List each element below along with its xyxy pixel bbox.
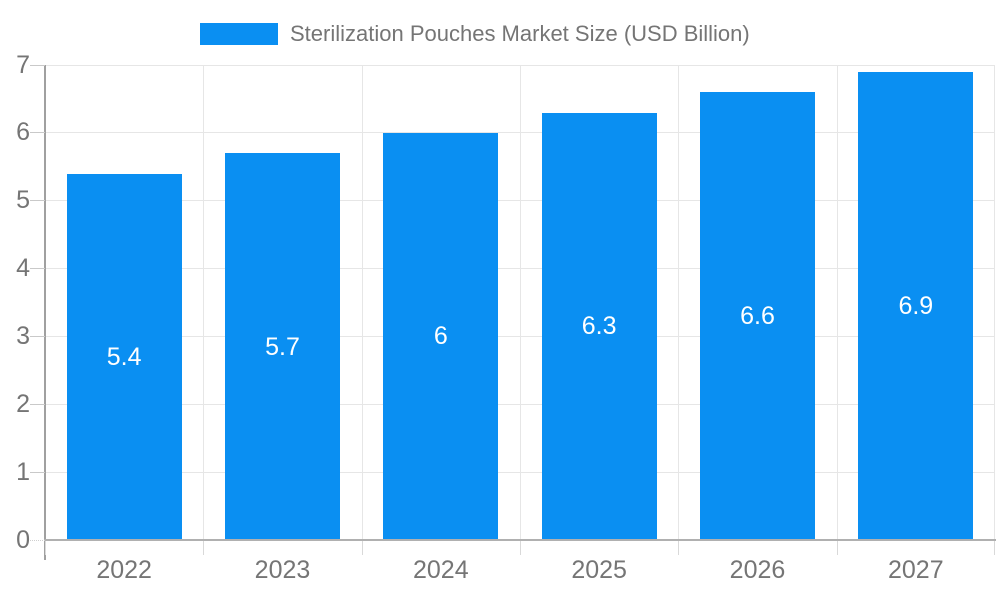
y-tick-label: 0	[16, 525, 30, 554]
x-tick-label: 2026	[729, 556, 786, 584]
gridline-vertical	[678, 65, 680, 540]
bar-2026	[700, 92, 815, 540]
x-axis-tick	[836, 541, 838, 555]
x-tick-label: 2025	[571, 556, 627, 584]
y-axis-tick	[30, 200, 45, 202]
y-tick-label: 1	[16, 457, 30, 486]
bar-2022	[66, 173, 182, 540]
gridline-vertical	[361, 65, 363, 540]
y-axis-tick	[30, 132, 45, 134]
y-axis-tick	[30, 539, 45, 542]
x-axis-line	[44, 539, 996, 541]
legend-label: Sterilization Pouches Market Size (USD B…	[290, 21, 750, 46]
x-tick-label: 2024	[413, 556, 469, 584]
bar-2027	[858, 71, 974, 540]
y-tick-label: 2	[16, 389, 30, 418]
x-axis-tick	[994, 541, 995, 555]
x-axis-tick	[203, 541, 205, 555]
gridline-vertical	[994, 65, 995, 540]
y-axis-tick	[30, 471, 45, 473]
x-axis-tick	[361, 541, 363, 555]
bar-value-label: 6	[433, 322, 448, 351]
bar-2024	[383, 132, 499, 540]
plot-area: 5.4 5.7 6 6.3 6.6 6.9	[45, 64, 995, 540]
x-axis-tick	[678, 541, 680, 555]
gridline-vertical	[836, 65, 838, 540]
x-axis-tick	[45, 541, 46, 555]
bar-value-label: 5.4	[106, 342, 142, 371]
bar-value-label: 6.3	[581, 312, 617, 341]
gridline-vertical	[520, 65, 521, 540]
bar-2023	[225, 153, 340, 540]
y-axis-tick	[30, 64, 45, 66]
bar-value-label: 6.9	[898, 291, 934, 320]
legend: Sterilization Pouches Market Size (USD B…	[200, 20, 750, 48]
y-tick-label: 5	[16, 186, 30, 215]
gridline-vertical	[203, 65, 205, 540]
y-axis-line	[44, 65, 46, 560]
x-axis-tick	[520, 541, 521, 555]
x-tick-label: 2022	[96, 556, 152, 584]
y-axis-tick	[30, 335, 45, 337]
bar-value-label: 6.6	[740, 302, 775, 331]
y-tick-label: 3	[16, 321, 30, 350]
y-axis-tick	[30, 403, 45, 405]
y-tick-label: 6	[16, 118, 30, 147]
x-tick-label: 2027	[888, 556, 944, 584]
bar-value-label: 5.7	[265, 332, 300, 361]
y-tick-label: 4	[16, 254, 30, 283]
bar-2025	[541, 112, 657, 540]
legend-swatch	[200, 23, 278, 45]
y-tick-label: 7	[16, 50, 30, 79]
x-tick-label: 2023	[254, 556, 311, 584]
y-axis-tick	[30, 268, 45, 270]
